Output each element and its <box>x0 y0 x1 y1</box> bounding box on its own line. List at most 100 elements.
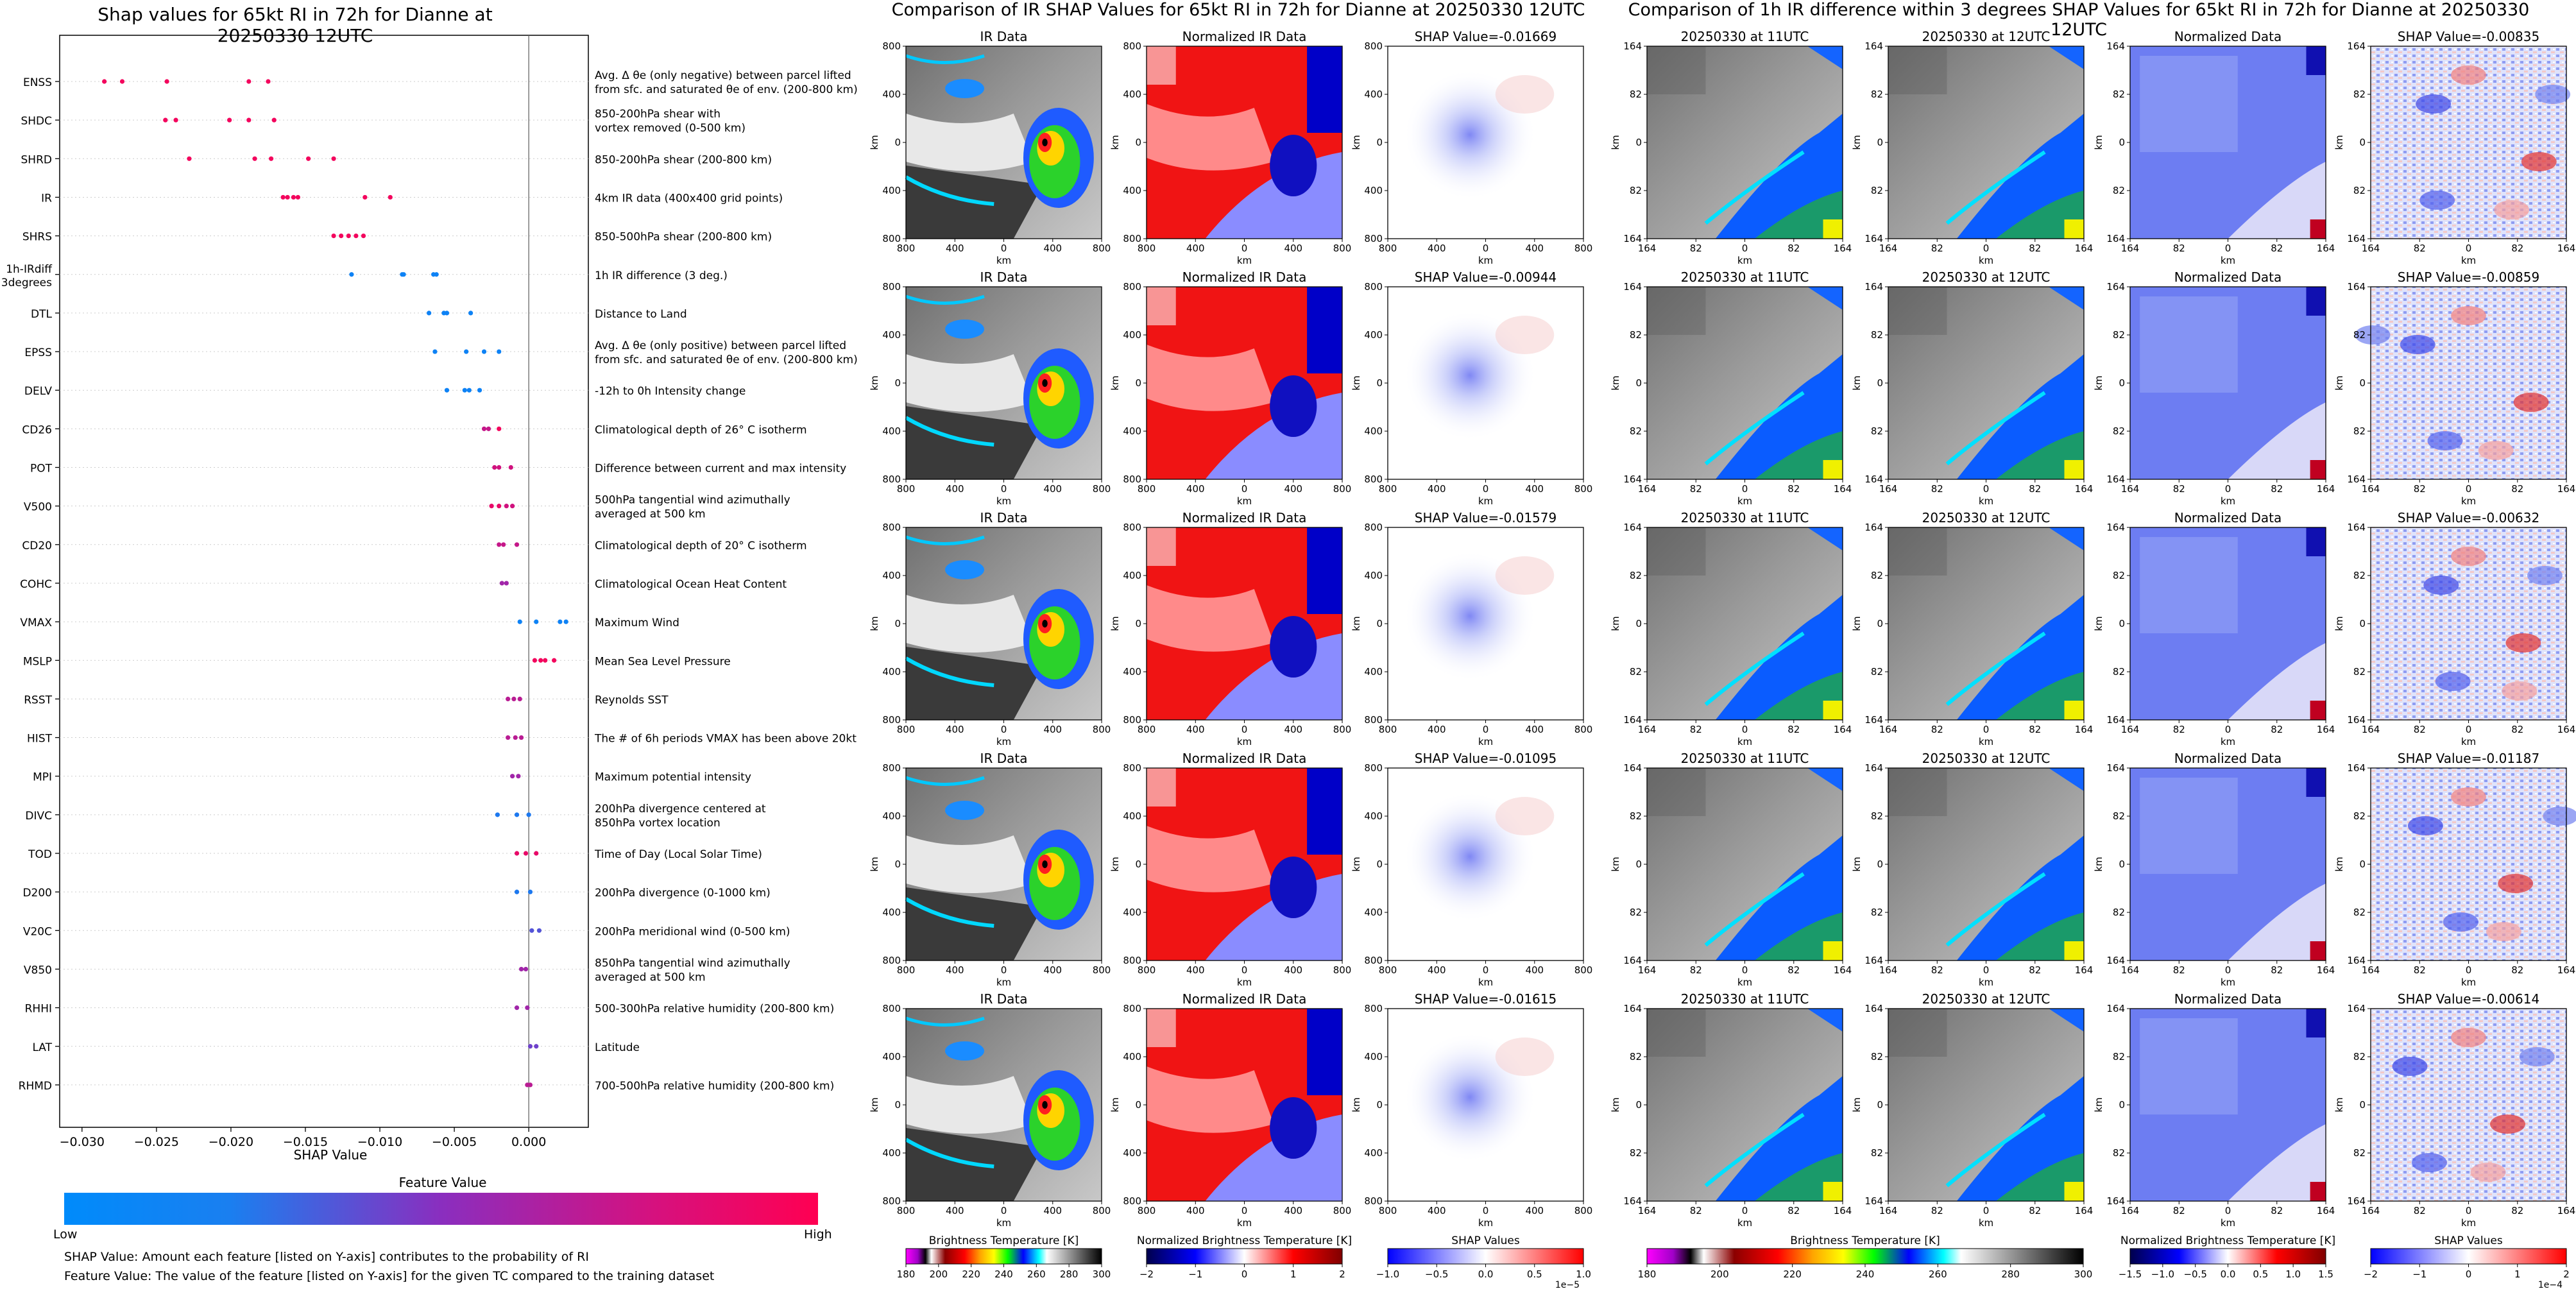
colorbar-tick-label: 0.5 <box>2253 1268 2268 1280</box>
panel-y-tick-label: 400 <box>1123 89 1141 100</box>
panel-title: 20250330 at 12UTC <box>1922 29 2051 44</box>
panel-y-tick-label: 400 <box>1123 907 1141 918</box>
panel-y-tick-label: 400 <box>1364 329 1383 341</box>
shap-point <box>477 388 482 393</box>
shap-point <box>538 658 543 663</box>
panel-x-tick-label: 164 <box>1638 243 1657 254</box>
panel-x-tick-label: 400 <box>1186 724 1205 735</box>
panel-x-tick-label: 0 <box>2225 1205 2231 1216</box>
panel-y-tick-label: 82 <box>2113 1147 2125 1159</box>
panel-x-tick-label: 82 <box>2271 724 2283 735</box>
panel-x-tick-label: 82 <box>2271 1205 2283 1216</box>
panel-y-tick-label: 800 <box>1364 955 1383 966</box>
panel-y-tick-label: 82 <box>2113 1051 2125 1063</box>
shap-point <box>462 388 467 393</box>
panel-x-tick-label: 400 <box>1428 243 1446 254</box>
panel-xlabel: km <box>1979 255 1993 266</box>
feature-description: Distance to Land <box>595 308 687 321</box>
feature-code-label: 1h-IRdiff 3degrees <box>1 263 53 289</box>
shap-point <box>508 465 513 470</box>
shap-point <box>285 194 290 200</box>
panel-y-tick-label: 800 <box>1364 233 1383 244</box>
panel-ylabel: km <box>2333 857 2345 871</box>
x-tick-label: −0.005 <box>432 1135 477 1149</box>
panel-y-tick-label: 164 <box>1864 233 1883 244</box>
feature-code-label: MPI <box>33 771 52 784</box>
panel-x-tick-label: 82 <box>2511 964 2523 976</box>
panel-x-tick-label: 400 <box>1525 483 1544 495</box>
panel-y-tick-label: 0 <box>1376 137 1383 148</box>
shap-point <box>532 658 538 663</box>
panel-x-tick-label: 164 <box>2121 1205 2140 1216</box>
x-tick-label: −0.025 <box>134 1135 179 1149</box>
panel-title: 20250330 at 12UTC <box>1922 991 2051 1007</box>
heatmap-panel: 20250330 at 11UTC1641648282008282164164k… <box>1610 269 1852 507</box>
heatmap-panel: SHAP Value=-0.00944800800400400004004008… <box>1351 269 1592 507</box>
shap-point <box>354 234 359 239</box>
colorbar: SHAP Values −2 −1 0 1 21e−4 <box>2364 1234 2570 1289</box>
panel-x-tick-label: 164 <box>1834 483 1852 495</box>
panel-x-tick-label: 164 <box>2362 483 2380 495</box>
panel-ylabel: km <box>869 375 880 390</box>
panel-x-tick-label: 0 <box>1742 724 1748 735</box>
panel-x-tick-label: 164 <box>2557 964 2576 976</box>
panel-y-tick-label: 400 <box>882 1051 901 1063</box>
panel-ylabel: km <box>1351 616 1362 631</box>
panel-y-tick-label: 0 <box>894 1099 901 1111</box>
panel-x-tick-label: 800 <box>897 724 916 735</box>
shap-point <box>536 928 542 933</box>
heatmap-panel: Normalized Data1641648282008282164164kmk… <box>2093 751 2335 988</box>
colorbar: Normalized Brightness Temperature [K] −2 −… <box>1137 1234 1352 1280</box>
feature-code-label: CD20 <box>22 540 52 552</box>
panel-y-tick-label: 82 <box>2113 810 2125 822</box>
shap-point <box>506 735 511 740</box>
feature-description: Mean Sea Level Pressure <box>595 655 731 668</box>
colorbar-tick-label: 1 <box>1290 1268 1297 1280</box>
colorbar-high-label: High <box>804 1227 832 1242</box>
panel-y-tick-label: 800 <box>882 1003 901 1014</box>
panel-x-tick-label: 0 <box>1983 1205 1990 1216</box>
panel-y-tick-label: 800 <box>1364 1003 1383 1014</box>
panel-x-tick-label: 800 <box>1574 724 1593 735</box>
panel-y-tick-label: 400 <box>1364 810 1383 822</box>
panel-title: SHAP Value=-0.01669 <box>1415 29 1557 44</box>
panel-x-tick-label: 164 <box>2075 964 2094 976</box>
panel-x-tick-label: 82 <box>2029 964 2041 976</box>
panel-x-tick-label: 0 <box>1001 964 1007 976</box>
panel-y-tick-label: 0 <box>2359 377 2366 389</box>
panel-x-tick-label: 0 <box>2225 724 2231 735</box>
colorbar-tick-label: 240 <box>994 1268 1013 1280</box>
panel-ylabel: km <box>2093 375 2104 390</box>
panel-x-tick-label: 82 <box>1690 243 1702 254</box>
panel-y-tick-label: 82 <box>2353 570 2366 581</box>
shap-point <box>525 1005 530 1011</box>
panel-x-tick-label: 82 <box>1931 964 1943 976</box>
panel-y-tick-label: 800 <box>882 762 901 774</box>
panel-x-tick-label: 0 <box>1483 483 1489 495</box>
panel-y-tick-label: 400 <box>882 570 901 581</box>
feature-code-label: ENSS <box>23 76 52 89</box>
panel-x-tick-label: 82 <box>1931 483 1943 495</box>
panel-x-tick-label: 164 <box>2362 1205 2380 1216</box>
panel-x-tick-label: 164 <box>1638 483 1657 495</box>
panel-x-tick-label: 400 <box>1428 1205 1446 1216</box>
panel-x-tick-label: 400 <box>1186 964 1205 976</box>
panel-y-tick-label: 800 <box>882 40 901 52</box>
panel-ylabel: km <box>869 1097 880 1112</box>
panel-xlabel: km <box>1478 736 1493 747</box>
feature-code-label: SHRD <box>21 153 52 166</box>
shap-point <box>432 349 438 354</box>
panel-y-tick-label: 0 <box>1877 858 1883 870</box>
panel-x-tick-label: 0 <box>1241 1205 1248 1216</box>
panel-y-tick-label: 800 <box>1123 1195 1141 1207</box>
shap-point <box>518 966 524 972</box>
panel-y-tick-label: 400 <box>1123 425 1141 437</box>
panel-xlabel: km <box>1737 736 1752 747</box>
panel-y-tick-label: 164 <box>2347 714 2366 726</box>
panel-y-tick-label: 0 <box>894 137 901 148</box>
shap-point <box>119 79 125 84</box>
panel-xlabel: km <box>1237 977 1252 988</box>
panel-x-tick-label: 400 <box>1284 483 1302 495</box>
panel-y-tick-label: 0 <box>894 618 901 629</box>
panel-y-tick-label: 164 <box>1623 281 1642 293</box>
